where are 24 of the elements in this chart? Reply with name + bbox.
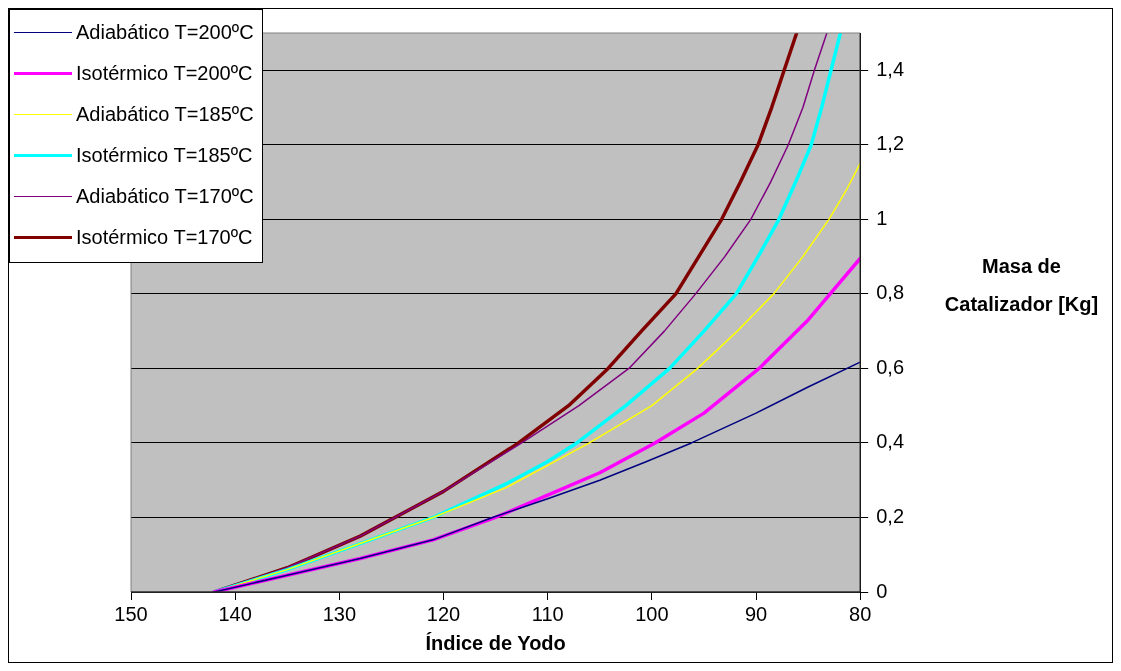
y-tick-label: 0,4 bbox=[876, 430, 905, 453]
y-axis-title: Masa de Catalizador [Kg] bbox=[943, 254, 1100, 317]
y-tick-label: 1,4 bbox=[876, 57, 905, 80]
y-tick-label: 1 bbox=[876, 206, 888, 229]
x-tick-label: 110 bbox=[531, 602, 564, 625]
y-tick-label: 0,6 bbox=[876, 355, 905, 378]
legend-label: Isotérmico T=200ºC bbox=[76, 62, 253, 85]
x-tick-label: 80 bbox=[849, 602, 872, 625]
y-tick-label: 0 bbox=[876, 579, 888, 602]
x-tick-label: 100 bbox=[635, 602, 669, 625]
legend-label: Isotérmico T=185ºC bbox=[76, 144, 253, 167]
legend-label: Isotérmico T=170ºC bbox=[76, 226, 253, 249]
y-tick-label: 0,8 bbox=[876, 281, 905, 304]
x-axis-title: Índice de Yodo bbox=[425, 631, 566, 654]
x-tick-label: 90 bbox=[744, 602, 768, 625]
legend-label: Adiabático T=200ºC bbox=[76, 21, 254, 44]
legend-label: Adiabático T=185ºC bbox=[76, 103, 254, 126]
legend-label: Adiabático T=170ºC bbox=[76, 185, 254, 208]
y-tick-label: 0,2 bbox=[876, 504, 905, 527]
x-tick-label: 140 bbox=[218, 602, 252, 625]
y-tick-label: 1,2 bbox=[876, 132, 905, 155]
x-tick-label: 130 bbox=[322, 602, 357, 625]
x-tick-label: 120 bbox=[426, 602, 461, 625]
x-tick-label: 150 bbox=[114, 602, 148, 625]
